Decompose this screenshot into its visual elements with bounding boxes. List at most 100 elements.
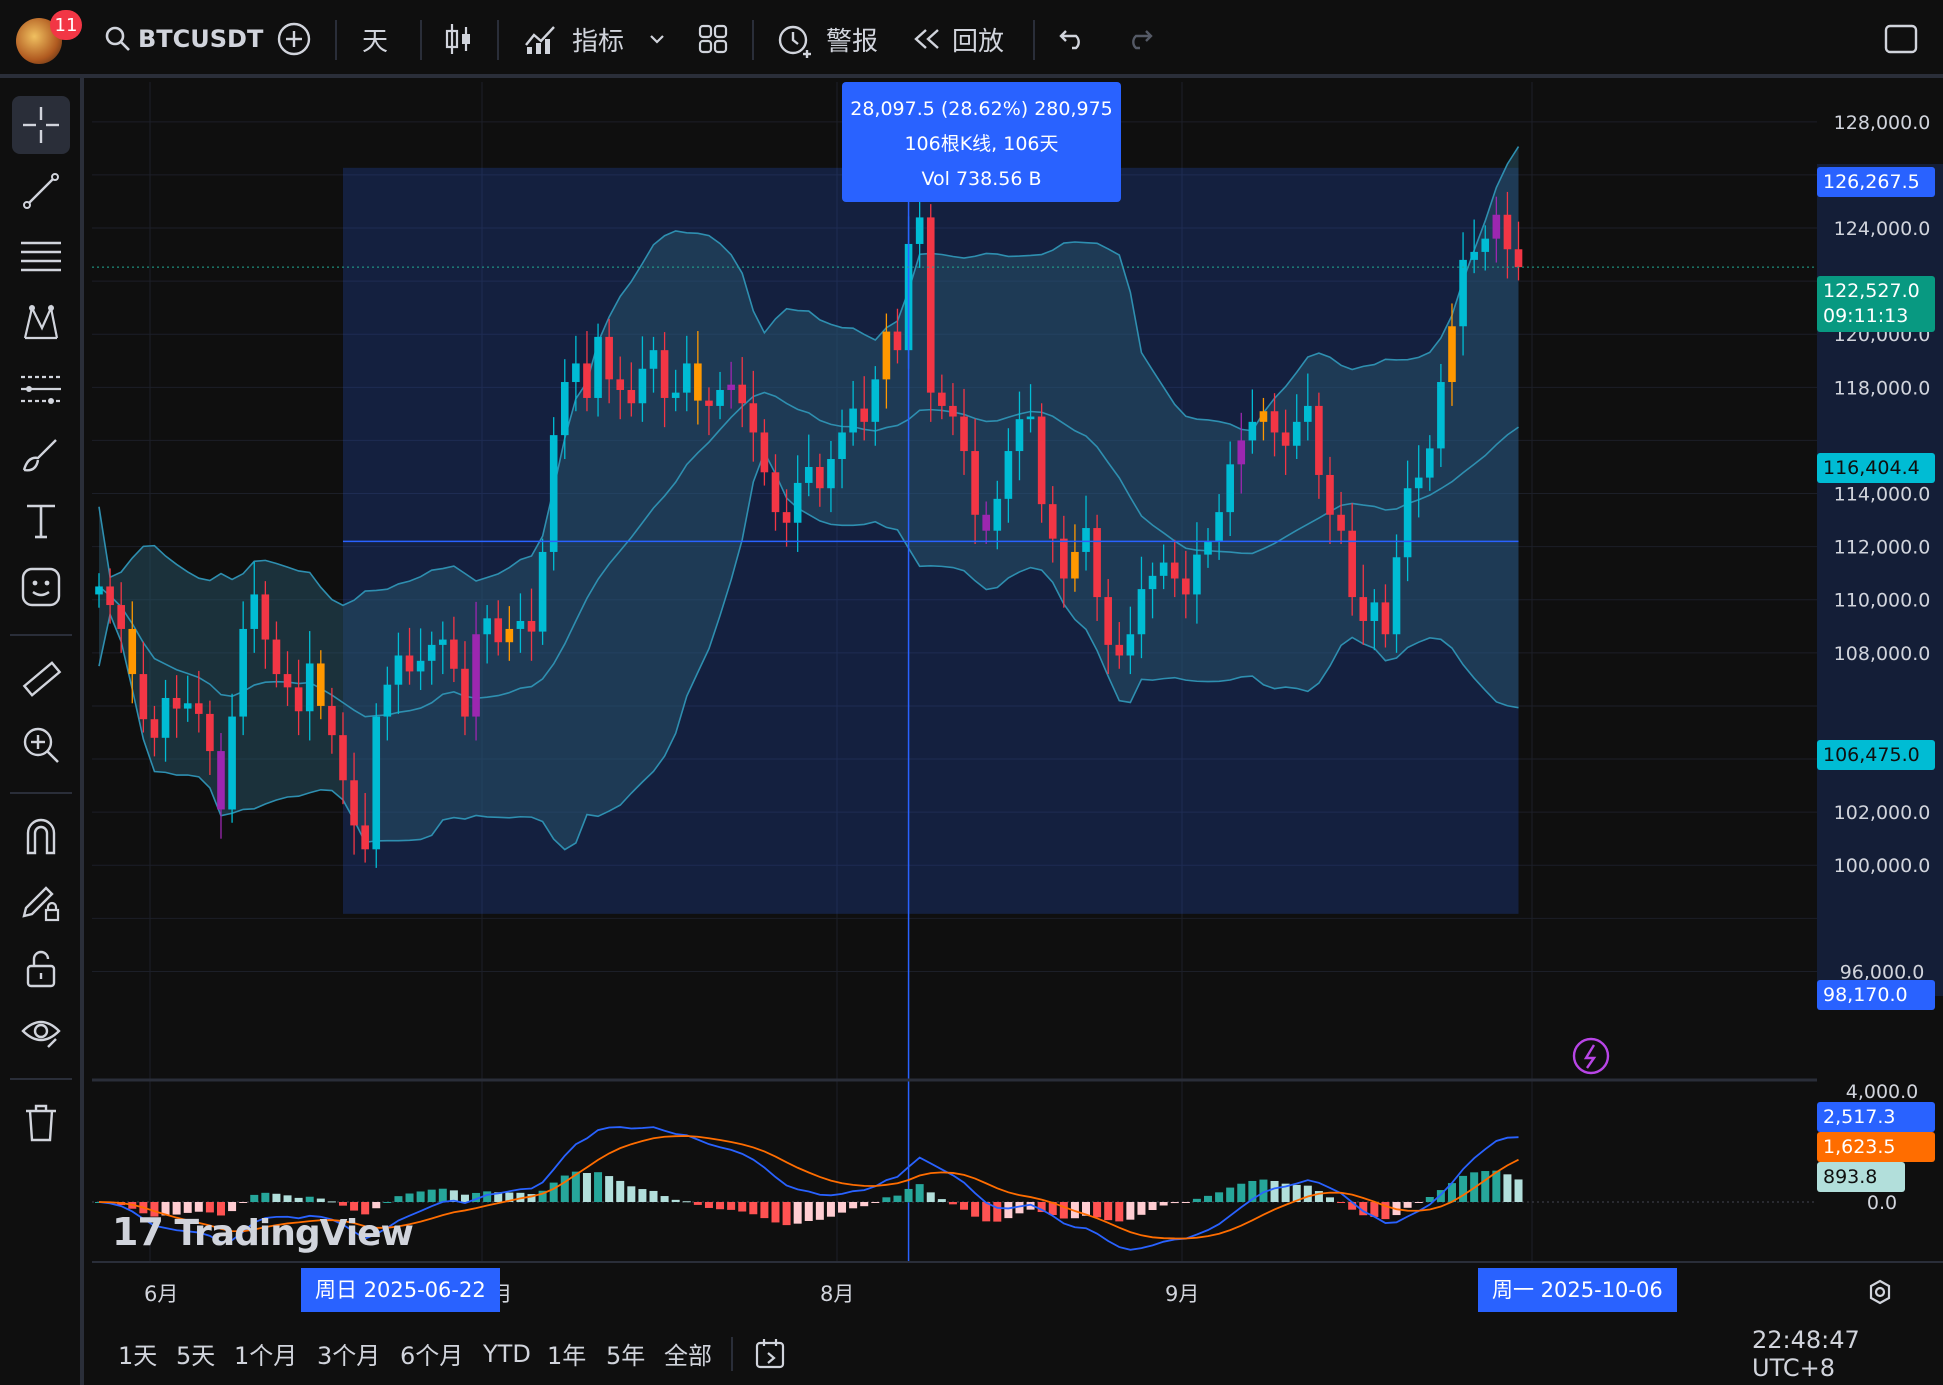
remove-drawings-tool[interactable] [12, 1094, 70, 1152]
macd-histogram-bar [1270, 1180, 1279, 1202]
candle-body [949, 405, 957, 417]
price-tick-label: 108,000.0 [1834, 643, 1931, 665]
pencil-lock-icon [22, 886, 60, 922]
candle-body [272, 639, 281, 675]
candle-body [250, 594, 259, 629]
candle-body [1182, 578, 1190, 595]
macd-histogram-bar [405, 1193, 414, 1202]
candle-body [239, 628, 247, 717]
pattern-tool[interactable] [12, 294, 70, 352]
signal-value-tag: 1,623.5 [1817, 1132, 1935, 1162]
measure-price-change: 28,097.5 (28.62%) 280,975 [850, 98, 1113, 120]
macd-histogram-bar [327, 1201, 336, 1203]
lightning-icon[interactable] [1572, 1037, 1610, 1075]
forecast-tool[interactable] [12, 360, 70, 418]
candle-body [594, 336, 602, 398]
candle-body [849, 408, 857, 433]
macd-histogram-bar [172, 1202, 181, 1215]
range-3m[interactable]: 3个月 [317, 1342, 381, 1370]
macd-histogram-bar [849, 1202, 858, 1209]
layouts-button[interactable] [698, 0, 728, 78]
measure-tool[interactable] [12, 650, 70, 708]
zoom-in-tool[interactable] [12, 716, 70, 774]
macd-histogram-bar [1492, 1170, 1501, 1202]
candle-body [860, 408, 869, 422]
symbol-search[interactable]: BTCUSDT [104, 0, 263, 78]
brush-tool[interactable] [12, 426, 70, 484]
candle-body [117, 605, 125, 629]
macd-histogram-bar [1359, 1202, 1368, 1216]
compare-symbol-button[interactable] [276, 0, 312, 78]
range-1d[interactable]: 1天 [118, 1342, 158, 1370]
lock-drawing-tool[interactable] [12, 874, 70, 932]
macd-histogram-bar [460, 1194, 469, 1202]
range-5d[interactable]: 5天 [176, 1342, 216, 1370]
tradingview-logo-mark: 17 [112, 1210, 164, 1254]
toolbar-divider [420, 20, 422, 60]
candle-body [339, 735, 347, 781]
indicators-button[interactable]: 指标 [524, 0, 624, 78]
macd-histogram-bar [926, 1192, 935, 1202]
redo-button[interactable] [1124, 0, 1154, 78]
candle-body [183, 703, 192, 709]
fib-lines-icon [21, 241, 61, 272]
range-1y[interactable]: 1年 [547, 1342, 587, 1370]
clock-timezone[interactable]: 22:48:47 UTC+8 [1752, 1325, 1860, 1382]
interval-button[interactable]: 天 [362, 26, 389, 57]
macd-histogram-bar [749, 1202, 758, 1215]
hide-drawings-tool[interactable] [12, 1004, 70, 1062]
lock-all-tool[interactable] [12, 940, 70, 998]
indicators-dropdown[interactable] [648, 0, 666, 78]
candle-body [1281, 432, 1290, 446]
crosshair-tool[interactable] [12, 96, 70, 154]
candle-body [1514, 249, 1523, 268]
alert-button[interactable]: 警报 [776, 0, 878, 78]
replay-button[interactable]: 回放 [912, 0, 1004, 78]
candle-body [1292, 421, 1301, 446]
text-tool[interactable] [12, 492, 70, 550]
chart-type-button[interactable] [444, 0, 474, 78]
redo-icon [1132, 30, 1153, 50]
candle-body [172, 697, 181, 709]
macd-histogram-bar [682, 1201, 691, 1203]
macd-histogram-bar [472, 1192, 481, 1202]
trend-line-tool[interactable] [12, 162, 70, 220]
eye-icon [21, 1020, 61, 1048]
macd-histogram-bar [727, 1202, 736, 1210]
candle-body [705, 400, 713, 406]
candle-body [1215, 512, 1223, 542]
price-tick-label: 102,000.0 [1834, 802, 1931, 824]
measure-high-price-tag: 126,267.5 [1817, 167, 1935, 197]
range-5y[interactable]: 5年 [606, 1342, 646, 1370]
undo-button[interactable] [1058, 0, 1088, 78]
range-6m[interactable]: 6个月 [400, 1342, 464, 1370]
macd-histogram-bar [560, 1175, 569, 1202]
lower-band-line [98, 450, 1519, 851]
macd-histogram-bar [316, 1198, 325, 1202]
icon-sticker-tool[interactable] [12, 558, 70, 616]
candle-body [516, 620, 525, 629]
price-chart[interactable]: 128,000.0124,000.0120,000.0118,000.0114,… [92, 82, 1943, 1322]
macd-histogram-bar [804, 1202, 813, 1221]
price-tick-label: 100,000.0 [1834, 855, 1931, 877]
range-ytd[interactable]: YTD [483, 1339, 531, 1368]
go-to-date-button[interactable] [754, 1322, 788, 1385]
fib-retracement-tool[interactable] [12, 228, 70, 286]
measure-volume: Vol 738.56 B [921, 168, 1042, 190]
range-all[interactable]: 全部 [664, 1342, 712, 1370]
candle-body [649, 350, 658, 369]
chart-background [92, 82, 1817, 1322]
candle-body [804, 466, 813, 483]
axis-settings-button[interactable] [1866, 1278, 1894, 1310]
candle-body [128, 628, 137, 675]
date-range-bar: 1天 5天 1个月 3个月 6个月 YTD 1年 5年 全部 22:48:47 … [88, 1322, 1943, 1385]
range-1m[interactable]: 1个月 [234, 1342, 298, 1370]
magnet-tool[interactable] [12, 808, 70, 866]
macd-histogram-bar [438, 1188, 447, 1202]
macd-histogram-bar [1115, 1202, 1124, 1222]
macd-histogram-bar [1425, 1197, 1434, 1202]
candle-body [1137, 589, 1146, 635]
fullscreen-button[interactable] [1884, 0, 1918, 78]
candle-body [1148, 575, 1157, 590]
histogram-value-tag: 893.8 [1817, 1162, 1905, 1192]
